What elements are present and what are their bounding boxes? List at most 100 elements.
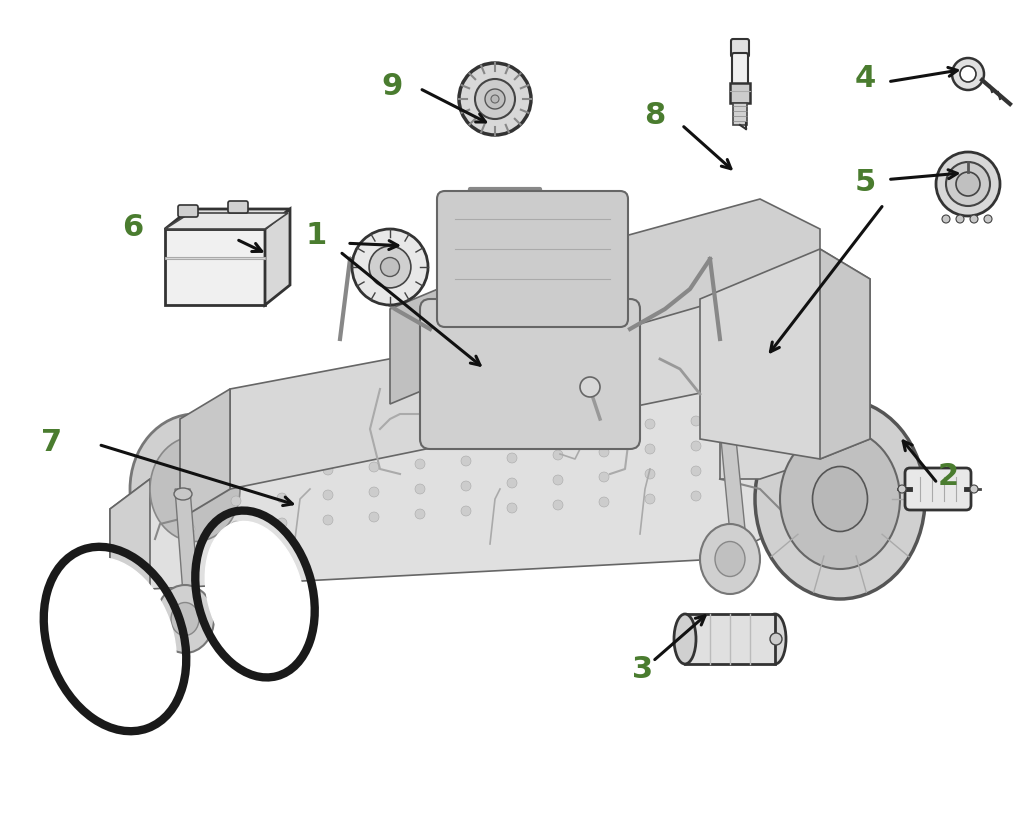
Circle shape xyxy=(580,378,600,398)
FancyBboxPatch shape xyxy=(685,614,775,664)
Circle shape xyxy=(231,447,241,457)
Circle shape xyxy=(474,80,515,120)
Circle shape xyxy=(691,442,701,452)
Polygon shape xyxy=(265,210,290,306)
Ellipse shape xyxy=(150,437,240,542)
Polygon shape xyxy=(230,289,821,490)
Circle shape xyxy=(553,425,563,436)
FancyBboxPatch shape xyxy=(437,192,628,327)
Text: 5: 5 xyxy=(855,167,875,197)
Circle shape xyxy=(691,491,701,501)
Circle shape xyxy=(415,485,425,495)
Circle shape xyxy=(415,509,425,519)
Ellipse shape xyxy=(156,586,214,653)
Ellipse shape xyxy=(54,558,176,720)
Ellipse shape xyxy=(812,467,867,532)
Circle shape xyxy=(956,173,980,197)
Circle shape xyxy=(323,466,333,476)
Circle shape xyxy=(323,415,333,425)
Circle shape xyxy=(946,163,990,207)
Circle shape xyxy=(461,432,471,442)
FancyBboxPatch shape xyxy=(228,202,248,213)
Polygon shape xyxy=(165,210,290,230)
Ellipse shape xyxy=(130,414,260,564)
Circle shape xyxy=(507,428,517,438)
Circle shape xyxy=(461,506,471,516)
Circle shape xyxy=(952,59,984,91)
FancyBboxPatch shape xyxy=(732,54,748,88)
Text: 9: 9 xyxy=(381,72,402,102)
Polygon shape xyxy=(165,230,265,306)
Polygon shape xyxy=(821,250,870,460)
Polygon shape xyxy=(180,390,230,519)
Circle shape xyxy=(599,447,609,457)
Polygon shape xyxy=(720,429,745,534)
Polygon shape xyxy=(175,490,198,595)
Text: 4: 4 xyxy=(855,64,875,93)
Ellipse shape xyxy=(174,489,192,500)
Circle shape xyxy=(960,67,976,83)
Text: 6: 6 xyxy=(122,213,143,242)
Circle shape xyxy=(553,451,563,461)
Polygon shape xyxy=(110,390,780,590)
Ellipse shape xyxy=(171,603,199,636)
Circle shape xyxy=(553,500,563,510)
Circle shape xyxy=(956,216,965,224)
Circle shape xyxy=(323,490,333,500)
Circle shape xyxy=(898,485,906,494)
Ellipse shape xyxy=(700,524,760,595)
Circle shape xyxy=(459,64,531,136)
Circle shape xyxy=(553,476,563,485)
Circle shape xyxy=(645,495,655,504)
Circle shape xyxy=(461,457,471,466)
Circle shape xyxy=(415,460,425,470)
Circle shape xyxy=(231,496,241,506)
Circle shape xyxy=(185,449,195,460)
Circle shape xyxy=(323,441,333,451)
Polygon shape xyxy=(165,258,265,260)
Text: 7: 7 xyxy=(41,428,62,457)
Circle shape xyxy=(984,216,992,224)
Circle shape xyxy=(369,513,379,523)
Circle shape xyxy=(231,471,241,481)
Polygon shape xyxy=(110,480,150,590)
Circle shape xyxy=(599,497,609,508)
Circle shape xyxy=(185,500,195,509)
Circle shape xyxy=(277,494,287,504)
Polygon shape xyxy=(390,284,450,404)
Circle shape xyxy=(380,258,400,277)
Circle shape xyxy=(369,437,379,447)
Ellipse shape xyxy=(764,614,786,664)
Polygon shape xyxy=(165,213,288,230)
Circle shape xyxy=(599,423,609,433)
Circle shape xyxy=(970,216,978,224)
Circle shape xyxy=(185,424,195,434)
Circle shape xyxy=(491,96,499,104)
Circle shape xyxy=(970,485,978,494)
Circle shape xyxy=(369,462,379,472)
Circle shape xyxy=(770,633,782,645)
FancyBboxPatch shape xyxy=(905,468,971,510)
Circle shape xyxy=(277,418,287,428)
FancyBboxPatch shape xyxy=(420,299,640,449)
Circle shape xyxy=(323,515,333,525)
FancyBboxPatch shape xyxy=(731,40,749,58)
Circle shape xyxy=(277,468,287,479)
Circle shape xyxy=(277,443,287,453)
Circle shape xyxy=(185,475,195,485)
Circle shape xyxy=(231,422,241,432)
Ellipse shape xyxy=(780,429,900,569)
Circle shape xyxy=(369,246,411,289)
Circle shape xyxy=(645,444,655,455)
Text: 8: 8 xyxy=(644,101,665,131)
Circle shape xyxy=(599,472,609,482)
Ellipse shape xyxy=(715,542,745,576)
Circle shape xyxy=(645,470,655,480)
Circle shape xyxy=(691,417,701,427)
Circle shape xyxy=(369,487,379,497)
Circle shape xyxy=(461,481,471,491)
FancyBboxPatch shape xyxy=(733,104,747,126)
Circle shape xyxy=(691,466,701,476)
Circle shape xyxy=(415,434,425,444)
Circle shape xyxy=(185,524,195,534)
